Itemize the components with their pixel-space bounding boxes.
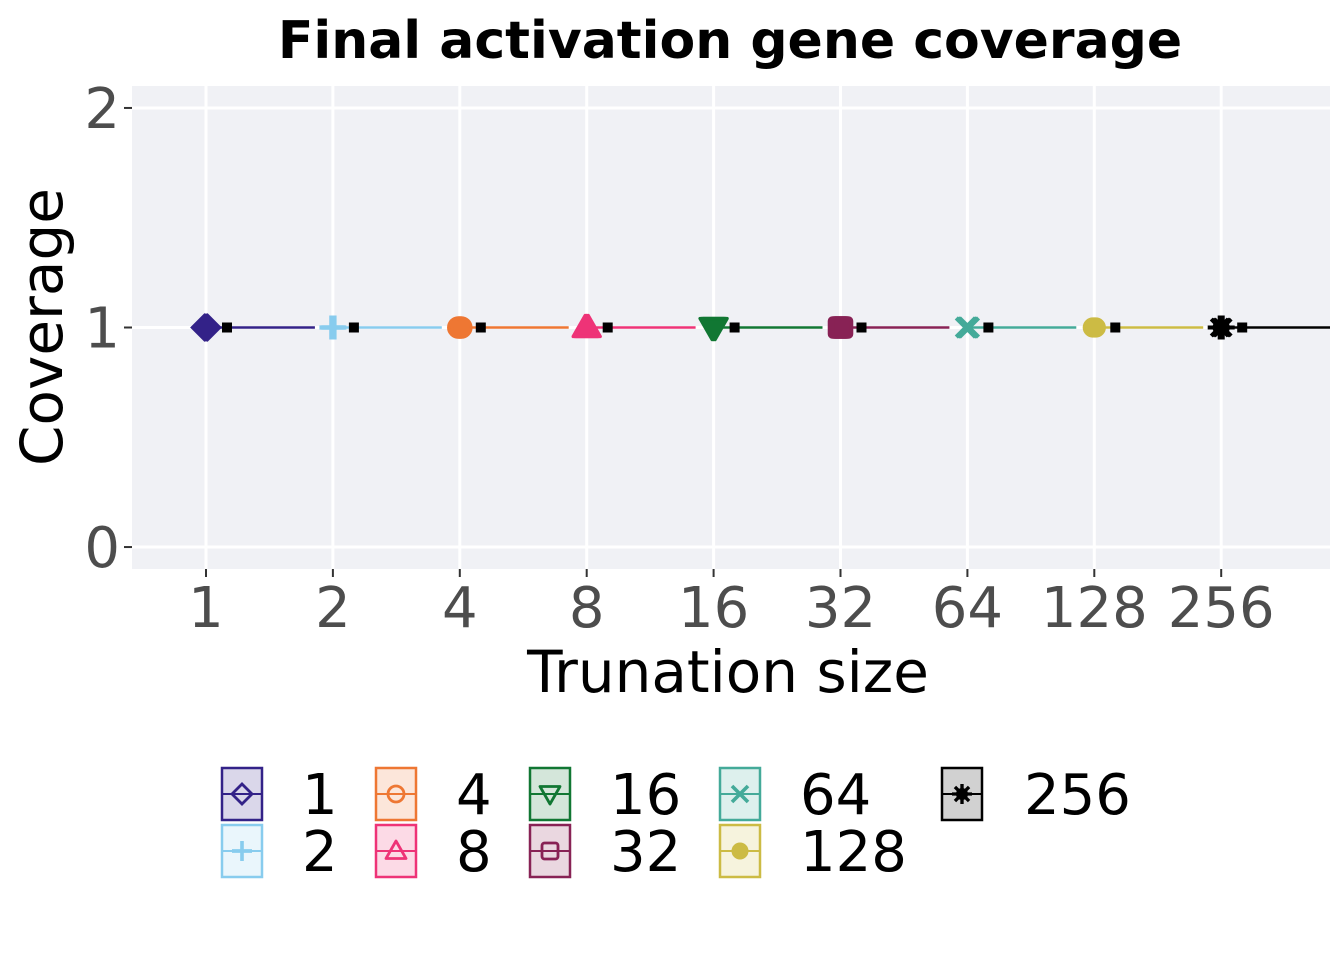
x-tick-label: 16 xyxy=(678,576,749,641)
series-2 xyxy=(319,315,442,340)
y-tick-label: 1 xyxy=(84,297,120,362)
data-point-32 xyxy=(830,316,854,339)
y-axis-title: Coverage xyxy=(8,188,76,466)
legend-label: 64 xyxy=(800,763,871,828)
data-point-256 xyxy=(1210,315,1235,340)
median-marker-1 xyxy=(222,322,232,333)
legend-marker-1 xyxy=(230,782,254,806)
data-point-64 xyxy=(957,316,981,339)
legend-label: 8 xyxy=(456,820,492,885)
x-tick-label: 4 xyxy=(442,576,478,641)
x-tick-label: 32 xyxy=(805,576,876,641)
x-tick-label: 1 xyxy=(188,576,224,641)
series-8 xyxy=(571,313,696,339)
y-tick-label: 2 xyxy=(84,77,120,142)
legend-label: 32 xyxy=(610,820,681,885)
legend-item-1: 1 xyxy=(220,763,338,828)
legend-marker-8 xyxy=(384,839,408,860)
y-tick-label: 0 xyxy=(84,516,120,581)
legend-label: 2 xyxy=(302,820,338,885)
legend-marker-64 xyxy=(730,784,750,804)
x-tick-label: 8 xyxy=(569,576,605,641)
series-1 xyxy=(190,313,315,342)
median-marker-64 xyxy=(983,322,994,333)
legend-marker-4 xyxy=(386,784,406,804)
legend-item-128: 128 xyxy=(718,820,907,885)
x-tick-label: 64 xyxy=(932,576,1003,641)
legend-label: 256 xyxy=(1024,763,1131,828)
x-tick-label: 2 xyxy=(315,576,351,641)
median-marker-32 xyxy=(856,322,867,333)
y-tick-labels: 0 1 2 xyxy=(84,77,120,581)
data-point-2 xyxy=(322,315,347,340)
series-128 xyxy=(1082,317,1204,338)
median-marker-256 xyxy=(1237,322,1248,333)
legend-label: 16 xyxy=(610,763,681,828)
series-4 xyxy=(447,316,569,339)
series-16 xyxy=(698,316,823,342)
x-tick-labels: 1 2 4 8 16 32 64 128 256 xyxy=(188,576,1274,641)
legend-label: 4 xyxy=(456,763,492,828)
data-point-128 xyxy=(1085,317,1106,338)
x-tick-label: 256 xyxy=(1168,576,1275,641)
legend-label: 1 xyxy=(302,763,338,828)
data-series xyxy=(190,313,1330,342)
legend-item-8: 8 xyxy=(374,820,492,885)
legend-marker-256 xyxy=(952,784,972,804)
legend-item-16: 16 xyxy=(528,763,681,828)
data-point-4 xyxy=(450,316,473,339)
legend-item-32: 32 xyxy=(528,820,681,885)
x-axis-title: Trunation size xyxy=(526,638,929,706)
y-tick-marks xyxy=(124,106,132,549)
legend-label: 128 xyxy=(800,820,907,885)
series-64 xyxy=(954,316,1077,339)
median-marker-128 xyxy=(1110,322,1121,333)
legend-item-64: 64 xyxy=(718,763,871,828)
legend-marker-2 xyxy=(232,841,252,861)
series-32 xyxy=(827,316,950,339)
x-tick-label: 128 xyxy=(1041,576,1148,641)
data-point-8 xyxy=(574,313,602,339)
median-marker-8 xyxy=(602,322,613,333)
data-point-1 xyxy=(193,313,222,342)
chart-title: Final activation gene coverage xyxy=(278,11,1182,71)
median-marker-2 xyxy=(348,322,359,333)
series-256 xyxy=(1207,315,1330,340)
legend-item-4: 4 xyxy=(374,763,492,828)
legend-item-2: 2 xyxy=(220,820,338,885)
median-marker-16 xyxy=(729,322,740,333)
legend-marker-32 xyxy=(540,841,560,861)
data-point-16 xyxy=(701,316,729,342)
legend-item-256: 256 xyxy=(940,763,1131,828)
x-tick-marks xyxy=(205,569,1223,577)
median-marker-4 xyxy=(475,322,486,333)
legend-marker-128 xyxy=(731,842,749,860)
legend-marker-16 xyxy=(538,785,562,806)
